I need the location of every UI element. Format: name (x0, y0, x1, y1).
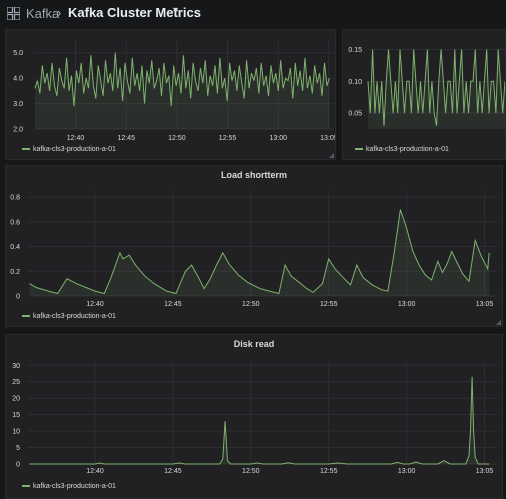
series-area (29, 376, 490, 464)
legend-item[interactable]: kafka-cls3-production-a-01 (355, 146, 449, 153)
x-tick-label: 12:45 (117, 135, 135, 142)
resize-handle[interactable] (496, 320, 501, 325)
line-chart: 0.8 0.6 0.4 0.2 0 12:40 12:45 12:50 12:55 13:00 13… (10, 191, 497, 308)
legend-item[interactable]: kafka-cls3-production-a-01 (22, 483, 116, 490)
y-tick-label: 0 (16, 462, 20, 469)
y-tick-label: 0 (16, 294, 20, 301)
y-tick-label: 0.10 (348, 79, 362, 86)
top-navbar: Kafka › Kafka Cluster Metrics ▾ (0, 0, 506, 28)
y-tick-label: 5 (16, 445, 20, 452)
y-tick-label: 3.0 (13, 101, 23, 108)
y-tick-label: 20 (12, 396, 20, 403)
series-area (35, 52, 330, 130)
y-tick-label: 15 (12, 412, 20, 419)
x-tick-label: 13:00 (398, 301, 416, 308)
x-tick-label: 12:50 (168, 135, 186, 142)
series-color-swatch (22, 485, 30, 488)
series-line (29, 376, 490, 465)
line-chart: 0.15 0.10 0.05 (348, 47, 505, 129)
y-tick-label: 5.0 (13, 50, 23, 57)
x-tick-label: 13:00 (269, 135, 287, 142)
series-area (29, 209, 490, 296)
y-tick-label: 0.15 (348, 47, 362, 54)
series-color-swatch (22, 315, 30, 318)
x-tick-label: 12:55 (320, 301, 338, 308)
x-tick-label: 12:55 (219, 135, 237, 142)
x-tick-label: 12:40 (86, 301, 104, 308)
series-line (367, 49, 505, 126)
x-tick-label: 12:50 (242, 301, 260, 308)
x-tick-label: 12:45 (164, 301, 182, 308)
metric-panel-top-right: 0.15 0.10 0.05 kafka-cls3-production-a-01 (342, 29, 506, 160)
legend-item[interactable]: kafka-cls3-production-a-01 (22, 313, 116, 320)
y-tick-label: 0.8 (10, 195, 20, 202)
x-tick-label: 12:40 (67, 135, 85, 142)
x-tick-label: 12:50 (242, 468, 260, 475)
grid-icon[interactable] (7, 7, 20, 20)
y-tick-label: 10 (12, 429, 20, 436)
legend-label: kafka-cls3-production-a-01 (33, 146, 116, 153)
chevron-down-icon[interactable]: ▾ (173, 5, 179, 16)
x-tick-label: 13:05 (476, 301, 494, 308)
y-tick-label: 0.2 (10, 269, 20, 276)
dashboard-title[interactable]: Kafka Cluster Metrics (68, 5, 201, 20)
y-tick-label: 2.0 (13, 127, 23, 134)
line-chart: 30 25 20 15 10 5 0 12:40 12:45 12:50 12:55 13:00 13:… (12, 362, 497, 475)
line-chart: 5.0 4.0 3.0 2.0 12:40 12:45 12:50 12:55 13:00 13:… (13, 40, 336, 142)
x-tick-label: 13:00 (398, 468, 416, 475)
x-tick-label: 12:55 (320, 468, 338, 475)
y-tick-label: 0.4 (10, 244, 20, 251)
resize-handle[interactable] (329, 153, 334, 158)
load-shortterm-panel: Load shortterm 0.8 0.6 0.4 0.2 0 12:40 12:45 12… (5, 165, 503, 327)
legend-label: kafka-cls3-production-a-01 (366, 146, 449, 153)
series-area (368, 49, 505, 129)
series-color-swatch (22, 148, 30, 151)
series-color-swatch (355, 148, 363, 151)
y-tick-label: 30 (12, 363, 20, 370)
legend-label: kafka-cls3-production-a-01 (33, 483, 116, 490)
breadcrumb-folder[interactable]: Kafka (26, 6, 60, 21)
disk-read-panel: Disk read 30 25 20 15 10 5 0 12:40 12:45 12:50 12:… (5, 334, 503, 499)
legend-item[interactable]: kafka-cls3-production-a-01 (22, 146, 116, 153)
y-tick-label: 4.0 (13, 76, 23, 83)
y-tick-label: 25 (12, 379, 20, 386)
series-line (29, 209, 490, 295)
metric-panel-top-left: 5.0 4.0 3.0 2.0 12:40 12:45 12:50 12:55 13:00 13:… (5, 29, 336, 160)
x-tick-label: 13:05 (476, 468, 494, 475)
y-tick-label: 0.05 (348, 111, 362, 118)
x-tick-label: 12:45 (164, 468, 182, 475)
panel-title[interactable]: Disk read (233, 339, 275, 349)
y-tick-label: 0.6 (10, 219, 20, 226)
series-line (34, 52, 330, 107)
x-tick-label: 12:40 (86, 468, 104, 475)
legend-label: kafka-cls3-production-a-01 (33, 313, 116, 320)
breadcrumb-separator: › (57, 5, 62, 20)
panel-title[interactable]: Load shortterm (220, 170, 287, 180)
x-tick-label: 13:05 (320, 135, 336, 142)
